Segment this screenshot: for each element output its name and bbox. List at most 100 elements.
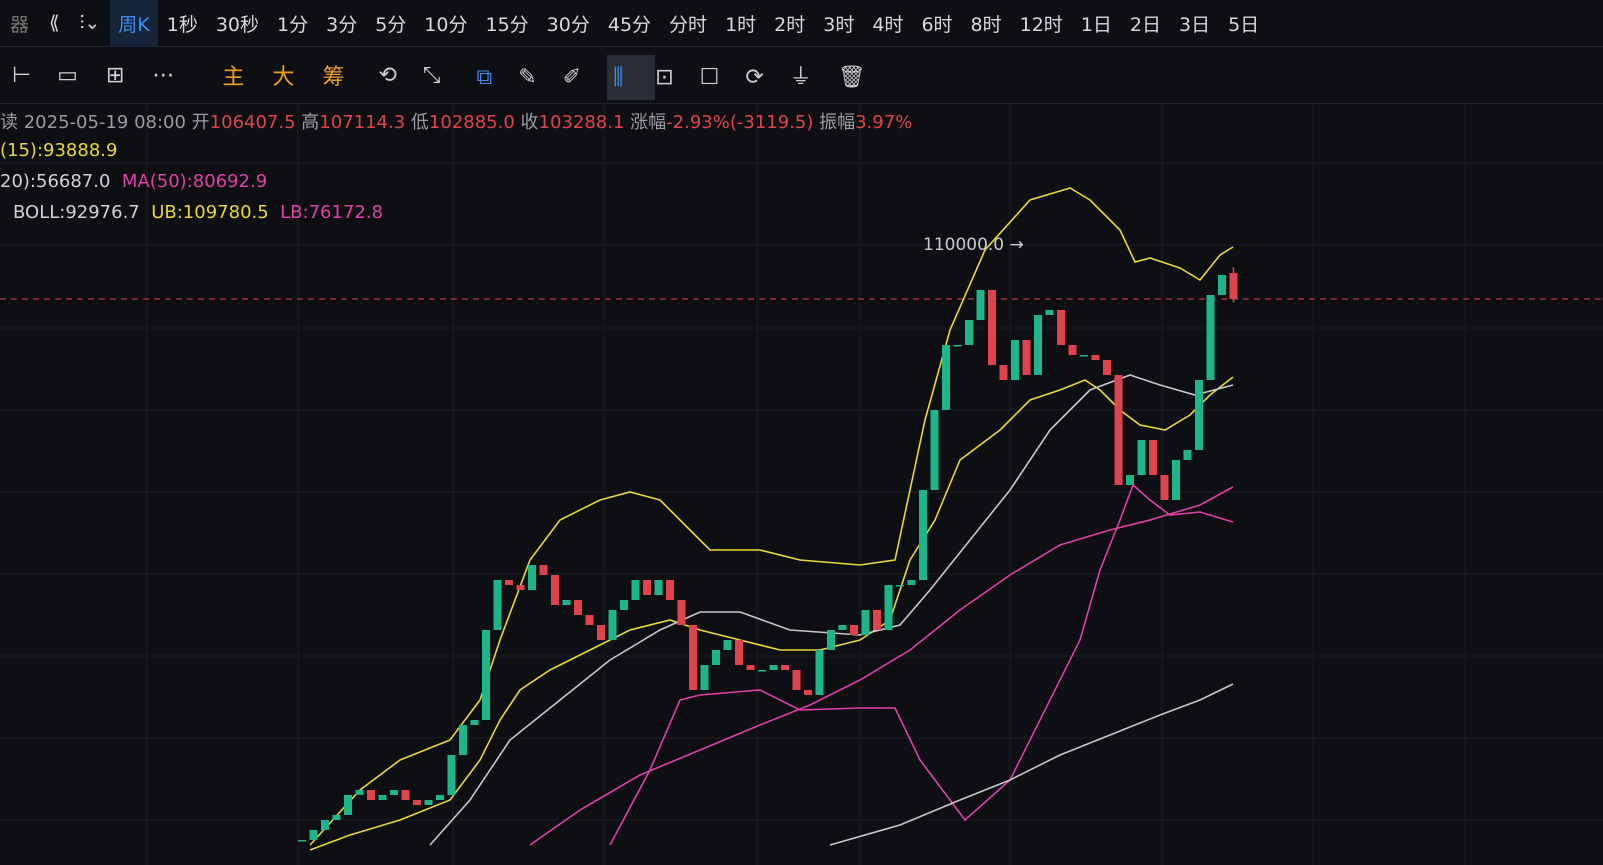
candle-body — [850, 625, 858, 636]
period-option[interactable]: 10分 — [424, 13, 468, 36]
candle-body — [712, 650, 720, 666]
candle-body — [999, 365, 1008, 381]
period-option[interactable]: 12时 — [1019, 13, 1063, 36]
period-option[interactable]: 8时 — [970, 13, 1002, 36]
candle-body — [723, 640, 732, 651]
candle-body — [401, 790, 410, 801]
tool-button[interactable]: 大 — [272, 65, 295, 90]
candle-body — [562, 600, 571, 606]
period-option[interactable]: 3日 — [1179, 13, 1211, 36]
candle-body — [942, 345, 950, 411]
candle-body — [1229, 273, 1238, 299]
ma-row: 20):56687.0 MA(50):80692.9 — [0, 171, 268, 192]
candle-body — [1206, 295, 1215, 381]
candle-body — [1080, 355, 1088, 357]
candle-body — [804, 690, 812, 696]
period-active[interactable]: 周K — [110, 0, 158, 47]
candle-body — [988, 290, 996, 366]
candles — [298, 267, 1238, 842]
candle-body — [965, 320, 973, 346]
candle-body — [976, 290, 985, 321]
candle-body — [746, 665, 755, 671]
candle-body — [620, 600, 628, 611]
candle-body — [884, 585, 893, 631]
candle-body — [424, 800, 433, 806]
candle-body — [735, 640, 743, 666]
candle-body — [1103, 360, 1111, 376]
ma15: (15):93888.9 — [0, 140, 118, 161]
candle-body — [585, 615, 594, 626]
candle-body — [470, 720, 479, 726]
period-option[interactable]: 分时 — [669, 13, 708, 36]
candle-body — [321, 820, 329, 831]
candle-body — [873, 610, 881, 631]
period-option[interactable]: 1日 — [1080, 13, 1112, 36]
candle-body — [355, 790, 364, 796]
period-option[interactable]: 45分 — [607, 13, 652, 36]
candle-body — [1218, 275, 1226, 296]
candle-body — [769, 665, 778, 671]
candle-body — [677, 600, 686, 626]
candle-body — [493, 580, 502, 631]
candle-body — [838, 625, 847, 631]
candle-body — [758, 670, 766, 672]
candle-body — [919, 490, 927, 581]
candle-body — [1172, 460, 1180, 501]
candle-body — [367, 790, 375, 801]
candle-body — [1034, 315, 1042, 376]
candle-body — [1057, 310, 1065, 346]
candle-body — [597, 625, 605, 641]
period-bar: 器 ⟪ ⫶⌄ 周K 1秒 30秒 1分 3分 5分 10分 15分 30分 45分 分时 1时 2时 3时 4… — [0, 0, 1603, 47]
candle-body — [781, 665, 789, 671]
candle-body — [309, 830, 318, 841]
tool-bar: ⊢ ▭ ⊞ ⋯ 主大筹 ⟲⤡ ⧉✎✐ ⫼ ⊡☐⟳⏚🗑 — [0, 47, 1603, 104]
candle-body — [482, 630, 490, 721]
boll-row: BOLL:92976.7 UB:109780.5 LB:76172.8 — [13, 202, 384, 223]
candle-body — [528, 565, 536, 591]
period-option[interactable]: 3时 — [823, 13, 855, 36]
candle-body — [631, 580, 640, 601]
candle-body — [1137, 440, 1146, 476]
tool-button[interactable]: 主 — [222, 65, 245, 90]
candle-body — [1160, 475, 1169, 501]
ohlc-info: 读 2025-05-19 08:00 开106407.5 高107114.3 低… — [0, 112, 913, 133]
period-option[interactable]: 30秒 — [215, 13, 260, 36]
tool-button[interactable]: 筹 — [322, 65, 345, 90]
period-option[interactable]: 6时 — [921, 13, 953, 36]
candle-body — [1068, 345, 1077, 356]
candle-body — [861, 610, 870, 636]
candle-body — [815, 650, 824, 696]
period-option[interactable]: 5分 — [375, 13, 407, 36]
candle-body — [447, 755, 456, 796]
candle-body — [654, 580, 663, 596]
candle-body — [390, 790, 398, 796]
grid — [0, 104, 1603, 865]
candle-body — [332, 815, 341, 821]
period-option[interactable]: 15分 — [485, 13, 529, 36]
period-option[interactable]: 1时 — [725, 13, 757, 36]
candle-body — [1126, 475, 1134, 486]
period-option[interactable]: 30分 — [546, 13, 590, 36]
period-option[interactable]: 4时 — [872, 13, 904, 36]
period-option[interactable]: 1秒 — [166, 13, 198, 36]
candle-body — [792, 670, 801, 691]
period-option[interactable]: 5日 — [1228, 13, 1260, 36]
candle-body — [700, 665, 709, 691]
period-option[interactable]: 1分 — [277, 13, 309, 36]
period-option[interactable]: 2时 — [774, 13, 806, 36]
candle-body — [551, 575, 559, 606]
period-option[interactable]: 2日 — [1129, 13, 1161, 36]
candle-body — [1183, 450, 1192, 461]
period-option[interactable]: 3分 — [326, 13, 358, 36]
candle-body — [1091, 355, 1100, 361]
candle-body — [298, 840, 306, 842]
candle-body — [689, 625, 697, 691]
candle-body — [896, 585, 904, 587]
candle-body — [930, 410, 939, 491]
candle-body — [1045, 310, 1054, 316]
high-marker: 110000.0 → — [923, 235, 1024, 255]
candle-body — [827, 630, 835, 651]
candle-body — [574, 600, 582, 616]
